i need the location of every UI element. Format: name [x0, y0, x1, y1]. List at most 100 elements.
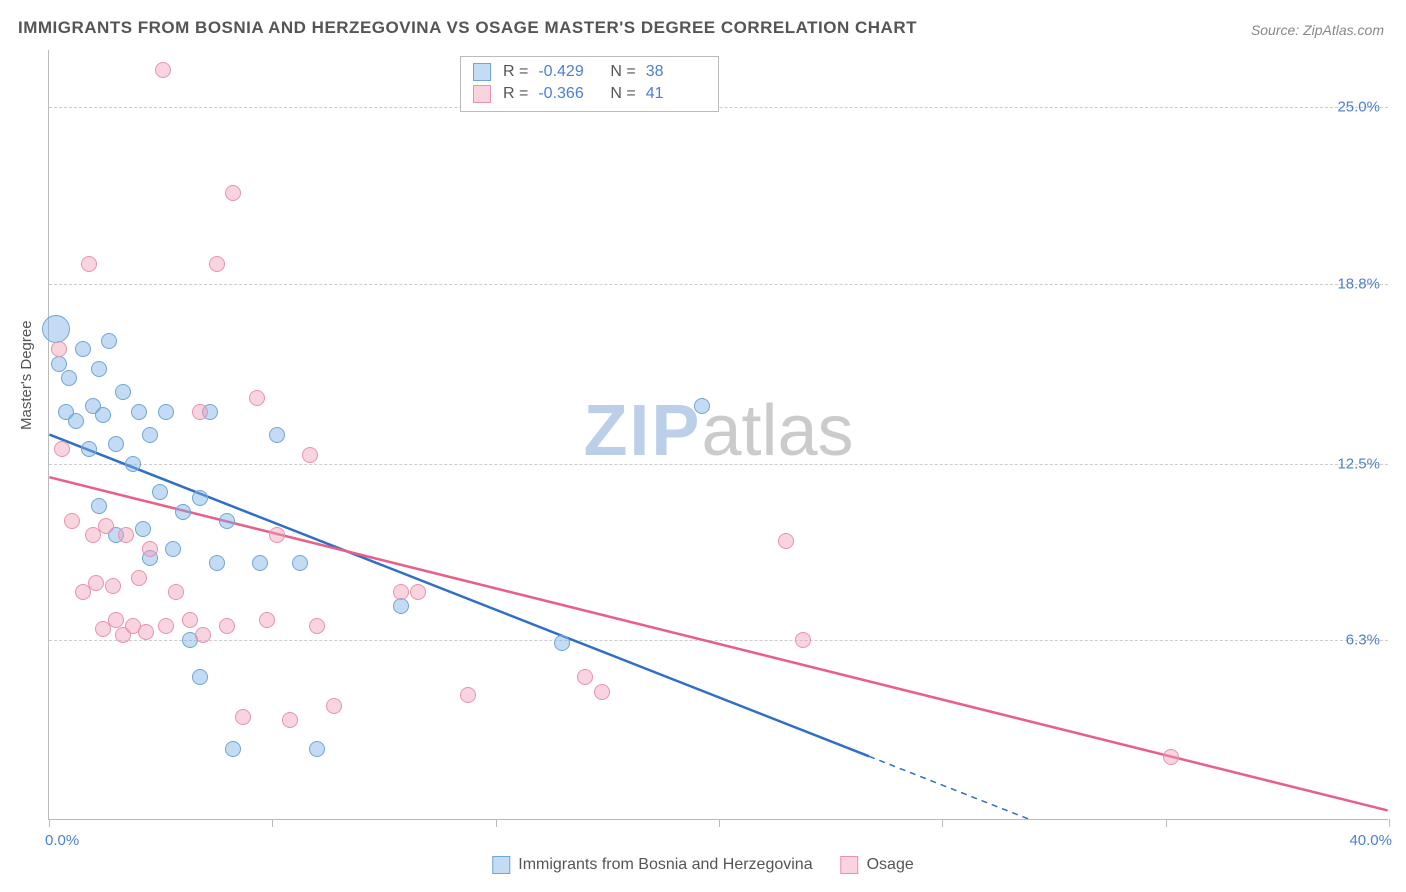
data-point-bosnia[interactable] — [135, 521, 151, 537]
x-tick — [496, 819, 497, 827]
legend-item-osage[interactable]: Osage — [841, 856, 914, 874]
legend-label: Immigrants from Bosnia and Herzegovina — [518, 856, 812, 874]
data-point-bosnia[interactable] — [225, 741, 241, 757]
series-legend: Immigrants from Bosnia and Herzegovina Os… — [492, 856, 914, 874]
n-value: 41 — [646, 85, 706, 103]
y-tick-label: 12.5% — [1337, 455, 1380, 472]
data-point-bosnia[interactable] — [175, 504, 191, 520]
data-point-osage[interactable] — [54, 441, 70, 457]
data-point-bosnia[interactable] — [51, 356, 67, 372]
data-point-bosnia[interactable] — [165, 541, 181, 557]
data-point-osage[interactable] — [249, 390, 265, 406]
stats-legend: R =-0.429N =38R =-0.366N =41 — [460, 56, 719, 112]
data-point-bosnia[interactable] — [101, 333, 117, 349]
data-point-osage[interactable] — [81, 256, 97, 272]
legend-label: Osage — [867, 856, 914, 874]
data-point-osage[interactable] — [225, 185, 241, 201]
x-tick — [1166, 819, 1167, 827]
data-point-bosnia[interactable] — [91, 361, 107, 377]
x-tick — [49, 819, 50, 827]
x-tick — [719, 819, 720, 827]
source-attribution: Source: ZipAtlas.com — [1251, 22, 1384, 38]
data-point-bosnia[interactable] — [269, 427, 285, 443]
data-point-bosnia[interactable] — [91, 498, 107, 514]
data-point-bosnia[interactable] — [252, 555, 268, 571]
y-tick-label: 18.8% — [1337, 275, 1380, 292]
data-point-osage[interactable] — [795, 632, 811, 648]
data-point-bosnia[interactable] — [81, 441, 97, 457]
data-point-osage[interactable] — [282, 712, 298, 728]
data-point-osage[interactable] — [302, 447, 318, 463]
data-point-bosnia[interactable] — [209, 555, 225, 571]
data-point-osage[interactable] — [131, 570, 147, 586]
data-point-osage[interactable] — [460, 687, 476, 703]
watermark: ZIPatlas — [583, 389, 853, 471]
data-point-bosnia[interactable] — [68, 413, 84, 429]
data-point-osage[interactable] — [269, 527, 285, 543]
data-point-osage[interactable] — [209, 256, 225, 272]
n-label: N = — [610, 85, 635, 103]
data-point-osage[interactable] — [158, 618, 174, 634]
swatch-osage — [841, 856, 859, 874]
x-tick — [1389, 819, 1390, 827]
stats-row-bosnia: R =-0.429N =38 — [473, 61, 706, 83]
data-point-bosnia[interactable] — [393, 598, 409, 614]
data-point-osage[interactable] — [309, 618, 325, 634]
x-tick — [272, 819, 273, 827]
data-point-bosnia[interactable] — [292, 555, 308, 571]
gridline — [49, 640, 1388, 641]
gridline — [49, 284, 1388, 285]
data-point-osage[interactable] — [98, 518, 114, 534]
data-point-osage[interactable] — [219, 618, 235, 634]
data-point-osage[interactable] — [51, 341, 67, 357]
scatter-plot: ZIPatlas 0.0% 40.0% 6.3%12.5%18.8%25.0% — [48, 50, 1388, 820]
data-point-bosnia[interactable] — [61, 370, 77, 386]
data-point-osage[interactable] — [64, 513, 80, 529]
data-point-osage[interactable] — [778, 533, 794, 549]
data-point-bosnia[interactable] — [152, 484, 168, 500]
data-point-osage[interactable] — [105, 578, 121, 594]
data-point-bosnia[interactable] — [192, 669, 208, 685]
data-point-bosnia[interactable] — [131, 404, 147, 420]
r-label: R = — [503, 63, 528, 81]
data-point-osage[interactable] — [235, 709, 251, 725]
chart-title: IMMIGRANTS FROM BOSNIA AND HERZEGOVINA V… — [18, 18, 917, 38]
data-point-bosnia[interactable] — [115, 384, 131, 400]
data-point-osage[interactable] — [577, 669, 593, 685]
watermark-zip: ZIP — [583, 390, 701, 470]
data-point-osage[interactable] — [393, 584, 409, 600]
data-point-bosnia[interactable] — [125, 456, 141, 472]
data-point-osage[interactable] — [195, 627, 211, 643]
swatch-bosnia — [473, 63, 491, 81]
data-point-bosnia[interactable] — [309, 741, 325, 757]
data-point-bosnia[interactable] — [219, 513, 235, 529]
data-point-osage[interactable] — [155, 62, 171, 78]
n-label: N = — [610, 63, 635, 81]
data-point-bosnia[interactable] — [75, 341, 91, 357]
data-point-osage[interactable] — [326, 698, 342, 714]
data-point-osage[interactable] — [138, 624, 154, 640]
data-point-osage[interactable] — [192, 404, 208, 420]
data-point-osage[interactable] — [88, 575, 104, 591]
x-axis-min: 0.0% — [45, 832, 79, 849]
data-point-bosnia[interactable] — [108, 436, 124, 452]
watermark-atlas: atlas — [701, 390, 853, 470]
data-point-osage[interactable] — [118, 527, 134, 543]
data-point-bosnia[interactable] — [694, 398, 710, 414]
legend-item-bosnia[interactable]: Immigrants from Bosnia and Herzegovina — [492, 856, 812, 874]
data-point-osage[interactable] — [1163, 749, 1179, 765]
data-point-osage[interactable] — [410, 584, 426, 600]
data-point-bosnia[interactable] — [192, 490, 208, 506]
data-point-osage[interactable] — [259, 612, 275, 628]
trend-lines — [49, 50, 1388, 819]
data-point-osage[interactable] — [168, 584, 184, 600]
data-point-bosnia[interactable] — [95, 407, 111, 423]
data-point-osage[interactable] — [182, 612, 198, 628]
data-point-bosnia[interactable] — [142, 427, 158, 443]
data-point-osage[interactable] — [594, 684, 610, 700]
stats-row-osage: R =-0.366N =41 — [473, 83, 706, 105]
data-point-osage[interactable] — [142, 541, 158, 557]
data-point-bosnia[interactable] — [158, 404, 174, 420]
data-point-bosnia[interactable] — [554, 635, 570, 651]
data-point-bosnia[interactable] — [42, 315, 70, 343]
